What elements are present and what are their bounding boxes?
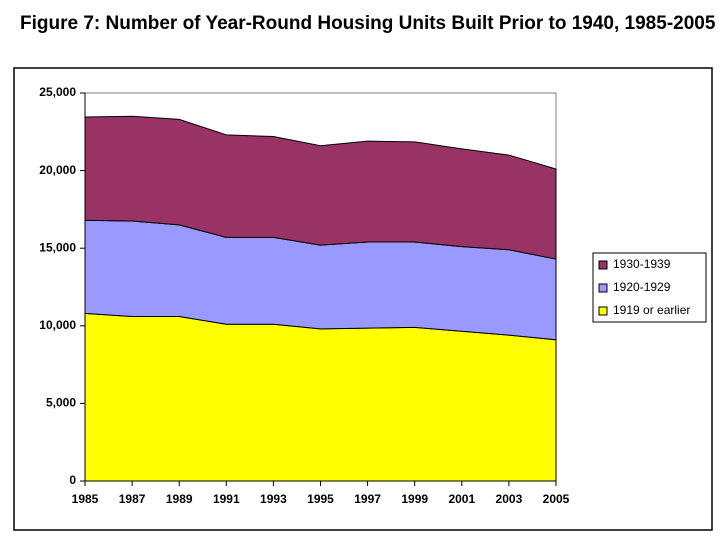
x-tick-label: 1993 <box>260 492 287 506</box>
x-tick-label: 1991 <box>213 492 240 506</box>
y-tick-label: 20,000 <box>39 163 76 177</box>
x-tick-label: 1997 <box>354 492 381 506</box>
y-tick-label: 5,000 <box>46 396 76 410</box>
x-tick-label: 1987 <box>119 492 146 506</box>
legend-label: 1930-1939 <box>613 257 671 271</box>
x-tick-label: 1989 <box>166 492 193 506</box>
legend-swatch <box>598 283 608 293</box>
legend-swatch <box>598 260 608 270</box>
legend-swatch <box>598 306 608 316</box>
x-tick-label: 2001 <box>448 492 475 506</box>
area <box>84 115 557 260</box>
x-tick-label: 1999 <box>401 492 428 506</box>
legend-label: 1919 or earlier <box>613 303 690 317</box>
chart-frame <box>13 67 713 531</box>
y-tick-label: 25,000 <box>39 85 76 99</box>
y-tick-label: 0 <box>69 473 76 487</box>
legend-box <box>592 252 707 323</box>
legend-label: 1920-1929 <box>613 280 671 294</box>
area <box>84 312 557 482</box>
chart-title: Figure 7: Number of Year-Round Housing U… <box>20 13 716 34</box>
x-tick-label: 1985 <box>72 492 99 506</box>
x-tick-label: 1995 <box>307 492 334 506</box>
y-tick-label: 15,000 <box>39 240 76 254</box>
x-tick-label: 2003 <box>496 492 523 506</box>
x-tick-label: 2005 <box>543 492 570 506</box>
y-tick-label: 10,000 <box>39 318 76 332</box>
